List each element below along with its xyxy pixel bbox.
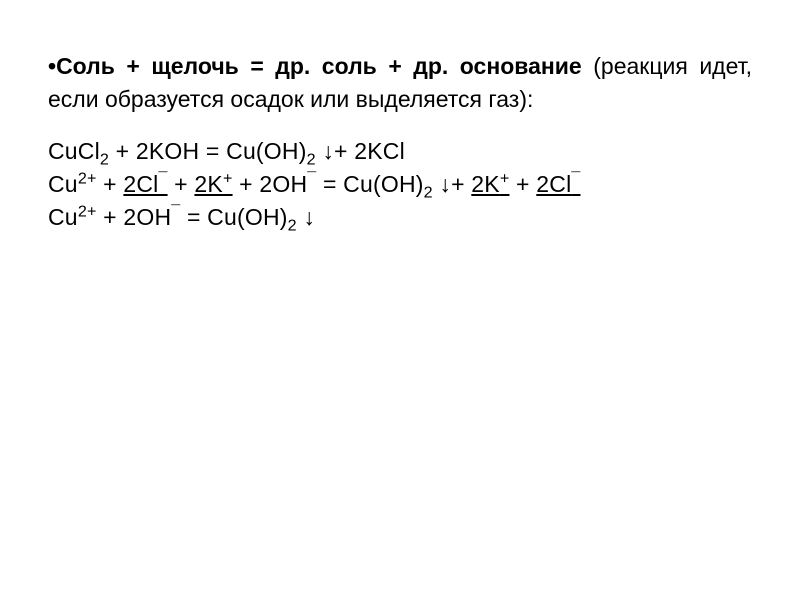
formula-token: = Cu(OH)2 <box>180 204 296 230</box>
formula-token: + <box>509 171 536 197</box>
slide: •Соль + щелочь = др. соль + др. основани… <box>0 0 800 600</box>
formula-token: + <box>168 171 195 197</box>
bullet: • <box>48 53 56 79</box>
formula-token: 2K+ <box>471 171 509 197</box>
rule-bold: Соль + щелочь = др. соль + др. основание <box>56 53 582 79</box>
formula-token: + 2OH¯ <box>97 204 181 230</box>
formula-token: CuCl2 <box>48 138 109 164</box>
equations-block: CuCl2 + 2KOH = Cu(OH)2 ↓+ 2KCl Cu2+ + 2C… <box>48 135 752 233</box>
formula-token: + <box>97 171 124 197</box>
rule-paragraph: •Соль + щелочь = др. соль + др. основани… <box>48 50 752 115</box>
formula-token: 2Cl¯ <box>536 171 580 197</box>
equation-full-ionic: Cu2+ + 2Cl¯ + 2K+ + 2OH¯ = Cu(OH)2 ↓+ 2K… <box>48 168 752 201</box>
formula-token: 2K+ <box>194 171 232 197</box>
down-arrow-icon: ↓ <box>322 138 334 164</box>
equation-net-ionic: Cu2+ + 2OH¯ = Cu(OH)2 ↓ <box>48 201 752 234</box>
formula-token: + 2KOH = Cu(OH)2 <box>109 138 316 164</box>
formula-token: = Cu(OH)2 <box>316 171 432 197</box>
formula-token: + 2OH¯ <box>233 171 317 197</box>
formula-token: + <box>451 171 471 197</box>
formula-token: Cu2+ <box>48 171 97 197</box>
down-arrow-icon: ↓ <box>303 204 315 230</box>
equation-molecular: CuCl2 + 2KOH = Cu(OH)2 ↓+ 2KCl <box>48 135 752 168</box>
formula-token: + 2KCl <box>334 138 405 164</box>
down-arrow-icon: ↓ <box>439 171 451 197</box>
formula-token: 2Cl¯ <box>123 171 167 197</box>
formula-token: Cu2+ <box>48 204 97 230</box>
